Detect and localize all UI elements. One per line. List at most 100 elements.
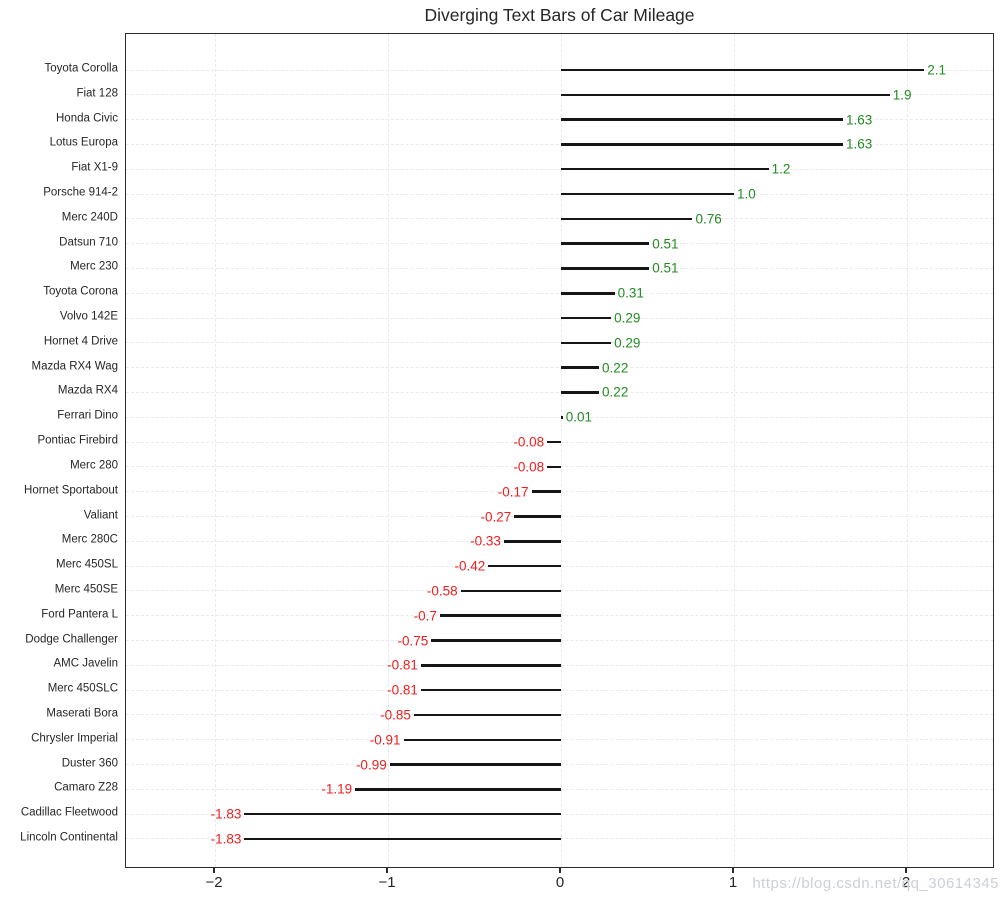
bar-value-label: 0.29 — [614, 310, 641, 326]
bar-line — [389, 763, 561, 766]
gridline-horizontal — [126, 416, 993, 418]
category-label: Duster 360 — [61, 756, 118, 769]
bar-value-label: -0.91 — [369, 732, 401, 747]
x-tick-mark — [559, 868, 561, 873]
bar-line — [561, 366, 600, 369]
gridline-vertical — [734, 34, 735, 867]
bar-value-label: -0.58 — [426, 583, 458, 599]
bar-value-label: 1.9 — [892, 87, 912, 103]
bar-value-label: -0.99 — [355, 756, 387, 772]
bar-value-label: 0.76 — [695, 211, 722, 227]
bar-value-label: 2.1 — [927, 62, 947, 78]
gridline-vertical — [215, 34, 216, 867]
bar-line — [561, 267, 650, 270]
category-label: Datsun 710 — [59, 235, 118, 248]
bar-line — [561, 242, 650, 245]
bar-line — [355, 788, 561, 791]
chart-title: Diverging Text Bars of Car Mileage — [424, 5, 695, 25]
gridline-horizontal — [126, 292, 993, 294]
bar-value-label: -0.42 — [454, 558, 486, 574]
bar-value-label: 1.0 — [737, 186, 756, 202]
bar-line — [420, 688, 561, 692]
category-label: Chrysler Imperial — [31, 732, 118, 744]
category-label: Volvo 142E — [59, 310, 118, 323]
bar-value-label: -0.81 — [387, 657, 418, 673]
bar-value-label: -0.81 — [387, 682, 418, 698]
bar-line — [561, 167, 769, 171]
category-label: Merc 230 — [70, 260, 118, 273]
bar-value-label: 0.51 — [652, 235, 679, 251]
bar-line — [439, 614, 561, 617]
category-label: Merc 280C — [61, 533, 118, 546]
bar-value-label: -1.83 — [210, 806, 242, 822]
x-tick-mark — [732, 868, 734, 873]
category-label: Camaro Z28 — [54, 781, 118, 794]
bar-line — [561, 341, 612, 345]
bar-line — [431, 639, 561, 642]
bar-line — [561, 93, 890, 97]
bar-line — [403, 738, 561, 741]
bar-value-label: 0.31 — [617, 285, 644, 301]
bar-value-label: -0.33 — [470, 533, 501, 549]
category-label: Fiat 128 — [76, 87, 118, 100]
bar-value-label: 0.29 — [614, 335, 641, 351]
category-label: Maserati Bora — [46, 707, 118, 720]
bar-value-label: 0.22 — [602, 359, 629, 375]
plot-area: 2.1 1.9 1.63 1.63 1.2 1.0 0.76 0.51 0.51 0.31 0.29… — [125, 33, 994, 868]
bar-line — [561, 68, 925, 72]
category-label: Honda Civic — [56, 111, 118, 124]
bar-value-label: -0.17 — [497, 483, 529, 499]
gridline-horizontal — [126, 391, 993, 393]
category-label: Hornet 4 Drive — [43, 335, 118, 348]
bar-line — [488, 564, 561, 568]
bar-line — [460, 589, 561, 593]
gridline-horizontal — [126, 367, 993, 369]
bar-value-label: -0.85 — [380, 707, 411, 723]
bar-value-label: -0.7 — [413, 607, 437, 623]
gridline-horizontal — [126, 69, 993, 71]
bar-line — [514, 515, 561, 518]
bar-line — [244, 837, 561, 841]
gridline-vertical — [388, 34, 389, 867]
category-label: Mazda RX4 Wag — [31, 359, 119, 372]
bar-line — [413, 713, 561, 717]
bar-line — [561, 292, 615, 295]
bar-line — [244, 812, 561, 816]
watermark: https://blog.csdn.net/qq_30614345 — [752, 875, 999, 892]
category-label: AMC Javelin — [53, 657, 118, 670]
bar-line — [561, 217, 693, 221]
gridline-horizontal — [126, 168, 993, 170]
category-label: Lotus Europa — [49, 136, 118, 149]
bar-line — [420, 664, 561, 667]
bar-line — [531, 490, 561, 493]
bar-value-label: 0.51 — [652, 260, 679, 276]
gridline-horizontal — [126, 218, 993, 220]
bar-line — [561, 316, 612, 320]
bar-line — [547, 465, 561, 469]
bar-value-label: 0.01 — [565, 409, 592, 425]
category-label: Valiant — [83, 508, 118, 521]
bar-value-label: 1.2 — [771, 161, 791, 177]
category-label: Toyota Corona — [43, 285, 118, 298]
gridline-vertical — [561, 34, 562, 867]
category-label: Merc 450SE — [54, 583, 118, 596]
gridline-vertical — [907, 34, 908, 867]
x-tick-mark — [386, 868, 388, 873]
category-label: Lincoln Continental — [20, 831, 118, 844]
category-label: Ford Pantera L — [41, 607, 118, 620]
x-tick-label: −2 — [205, 874, 223, 891]
bar-line — [547, 440, 561, 444]
bar-value-label: -0.08 — [513, 434, 545, 450]
bar-line — [561, 416, 563, 419]
x-tick-mark — [905, 868, 907, 873]
gridline-horizontal — [126, 193, 993, 195]
category-label: Merc 280 — [70, 459, 118, 472]
gridline-horizontal — [126, 143, 993, 145]
gridline-horizontal — [126, 94, 993, 96]
bar-line — [561, 118, 843, 121]
bar-value-label: 1.63 — [845, 136, 873, 152]
category-label: Hornet Sportabout — [24, 483, 118, 496]
category-label: Fiat X1-9 — [71, 161, 118, 174]
bar-line — [561, 192, 734, 196]
bar-value-label: 0.22 — [602, 384, 629, 400]
